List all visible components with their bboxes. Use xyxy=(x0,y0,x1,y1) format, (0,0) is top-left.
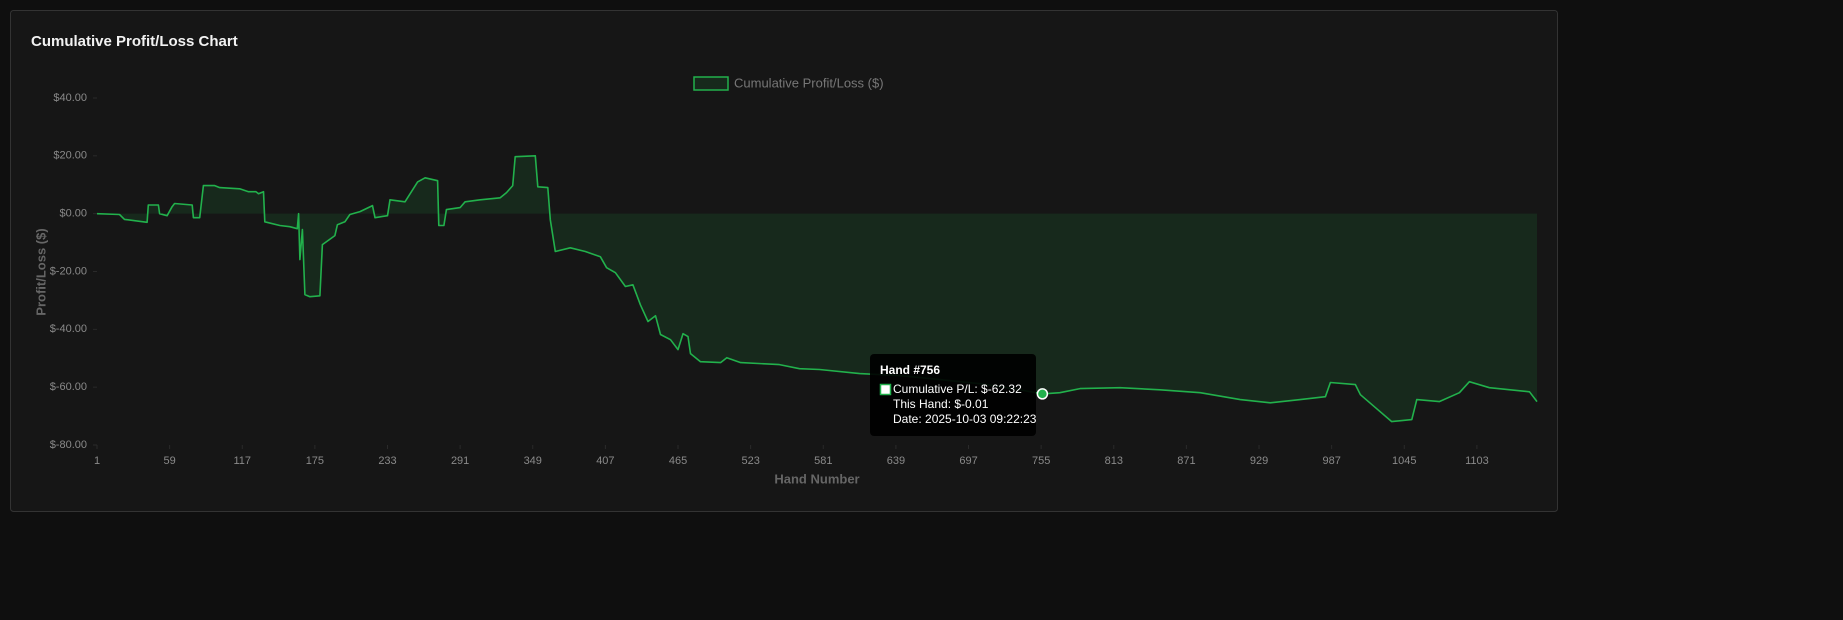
tooltip-swatch xyxy=(879,383,892,396)
tooltip-line: Cumulative P/L: $-62.32 xyxy=(893,382,1022,396)
area xyxy=(97,155,1537,422)
x-tick-label: 813 xyxy=(1105,455,1123,467)
x-tick-label: 1045 xyxy=(1392,455,1416,467)
x-tick-label: 987 xyxy=(1322,455,1340,467)
x-tick-label: 59 xyxy=(164,455,176,467)
y-tick-label: $40.00 xyxy=(53,92,87,104)
x-axis-title: Hand Number xyxy=(774,471,859,486)
x-tick-label: 581 xyxy=(814,455,832,467)
y-tick-label: $-60.00 xyxy=(50,381,87,393)
x-tick-label: 1103 xyxy=(1465,455,1489,467)
y-tick-label: $-80.00 xyxy=(50,439,87,451)
tooltip-box xyxy=(870,354,1036,436)
line xyxy=(96,155,1538,423)
x-tick-label: 117 xyxy=(233,455,251,467)
tooltip-line: Date: 2025-10-03 09:22:23 xyxy=(893,412,1037,426)
tooltip-title: Hand #756 xyxy=(880,363,940,377)
y-axis-title: Profit/Loss ($) xyxy=(33,228,48,315)
x-tick-label: 523 xyxy=(741,455,759,467)
x-tick-label: 233 xyxy=(378,455,396,467)
x-tick-label: 465 xyxy=(669,455,687,467)
legend-swatch xyxy=(693,76,729,91)
x-tick-label: 755 xyxy=(1032,455,1050,467)
y-tick-label: $-20.00 xyxy=(50,265,87,277)
panel xyxy=(10,10,1558,512)
x-tick-label: 929 xyxy=(1250,455,1268,467)
legend-label: Cumulative Profit/Loss ($) xyxy=(734,75,884,90)
x-tick-label: 291 xyxy=(451,455,469,467)
x-tick-label: 871 xyxy=(1177,455,1195,467)
x-tick-label: 407 xyxy=(596,455,614,467)
hover-point xyxy=(1036,388,1049,400)
x-tick-label: 349 xyxy=(524,455,542,467)
x-tick-label: 697 xyxy=(959,455,977,467)
y-tick-label: $-40.00 xyxy=(50,323,87,335)
chart-title: Cumulative Profit/Loss Chart xyxy=(31,33,238,50)
x-tick-label: 639 xyxy=(887,455,905,467)
x-tick-label: 1 xyxy=(94,455,100,467)
y-tick-label: $0.00 xyxy=(59,208,87,220)
x-tick-label: 175 xyxy=(306,455,324,467)
y-tick-label: $20.00 xyxy=(53,150,87,162)
tooltip-line: This Hand: $-0.01 xyxy=(893,397,989,411)
